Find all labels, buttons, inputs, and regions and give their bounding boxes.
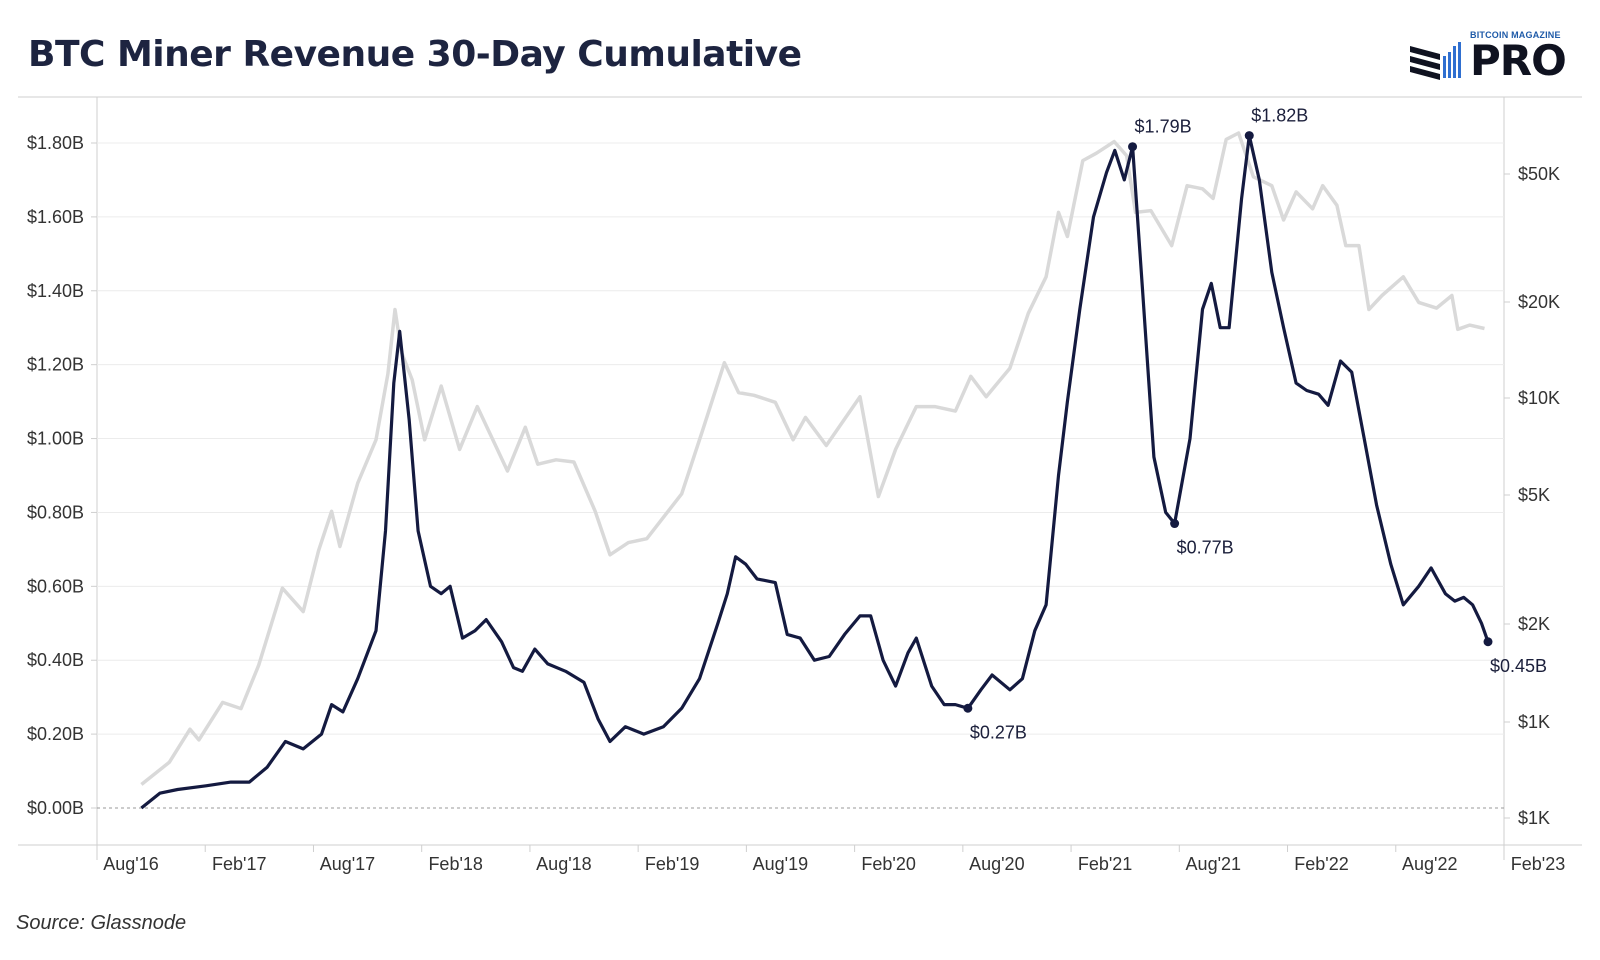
brand-logo: BITCOIN MAGAZINE PRO [1410, 30, 1590, 90]
x-tick-label: Aug'18 [536, 854, 592, 874]
y-left-tick-label: $0.40B [27, 650, 84, 670]
y-left-tick-label: $1.60B [27, 207, 84, 227]
y-right-tick-label: $1K [1518, 712, 1550, 732]
x-tick-label: Aug'17 [320, 854, 376, 874]
y-right-tick-label: $5K [1518, 485, 1550, 505]
y-left-tick-label: $1.20B [27, 355, 84, 375]
y-left-tick-label: $0.20B [27, 724, 84, 744]
annotation-point [1244, 131, 1254, 141]
price-series-line [140, 131, 1485, 786]
y-left-tick-label: $0.80B [27, 502, 84, 522]
y-right-tick-label: $10K [1518, 388, 1560, 408]
annotation-label: $0.77B [1177, 538, 1234, 558]
x-tick-label: Aug'16 [103, 854, 159, 874]
x-tick-label: Feb'18 [428, 854, 482, 874]
annotation-point [1483, 637, 1493, 647]
y-right-tick-label: $20K [1518, 292, 1560, 312]
annotation-point [1170, 519, 1180, 529]
logo-mark-icon [1410, 42, 1461, 80]
y-right-tick-label: $1K [1518, 808, 1550, 828]
y-right-tick-label: $2K [1518, 614, 1550, 634]
source-note: Source: Glassnode [16, 912, 187, 934]
x-tick-label: Aug'21 [1186, 854, 1242, 874]
annotation-label: $0.27B [970, 722, 1027, 742]
x-tick-label: Feb'20 [861, 854, 915, 874]
x-tick-label: Feb'23 [1511, 854, 1565, 874]
y-left-tick-label: $1.80B [27, 133, 84, 153]
y-left-tick-label: $0.00B [27, 798, 84, 818]
annotation-label: $1.82B [1251, 106, 1308, 126]
x-tick-label: Feb'17 [212, 854, 266, 874]
y-left-tick-label: $1.40B [27, 281, 84, 301]
annotation-label: $0.45B [1490, 656, 1547, 676]
x-tick-label: Aug'19 [753, 854, 809, 874]
annotation-label: $1.79B [1135, 117, 1192, 137]
chart-title: BTC Miner Revenue 30-Day Cumulative [28, 34, 802, 75]
x-tick-label: Aug'20 [969, 854, 1025, 874]
y-left-tick-label: $1.00B [27, 429, 84, 449]
y-right-tick-label: $50K [1518, 164, 1560, 184]
logo-big-text: PRO [1470, 36, 1567, 85]
logo-small-text: BITCOIN MAGAZINE [1470, 30, 1561, 40]
y-left-tick-label: $0.60B [27, 576, 84, 596]
annotation-point [963, 703, 973, 713]
x-tick-label: Aug'22 [1402, 854, 1458, 874]
revenue-series-line [140, 134, 1490, 810]
x-tick-label: Feb'21 [1078, 854, 1132, 874]
annotation-point [1128, 142, 1138, 152]
x-tick-label: Feb'19 [645, 854, 699, 874]
x-tick-label: Feb'22 [1294, 854, 1348, 874]
